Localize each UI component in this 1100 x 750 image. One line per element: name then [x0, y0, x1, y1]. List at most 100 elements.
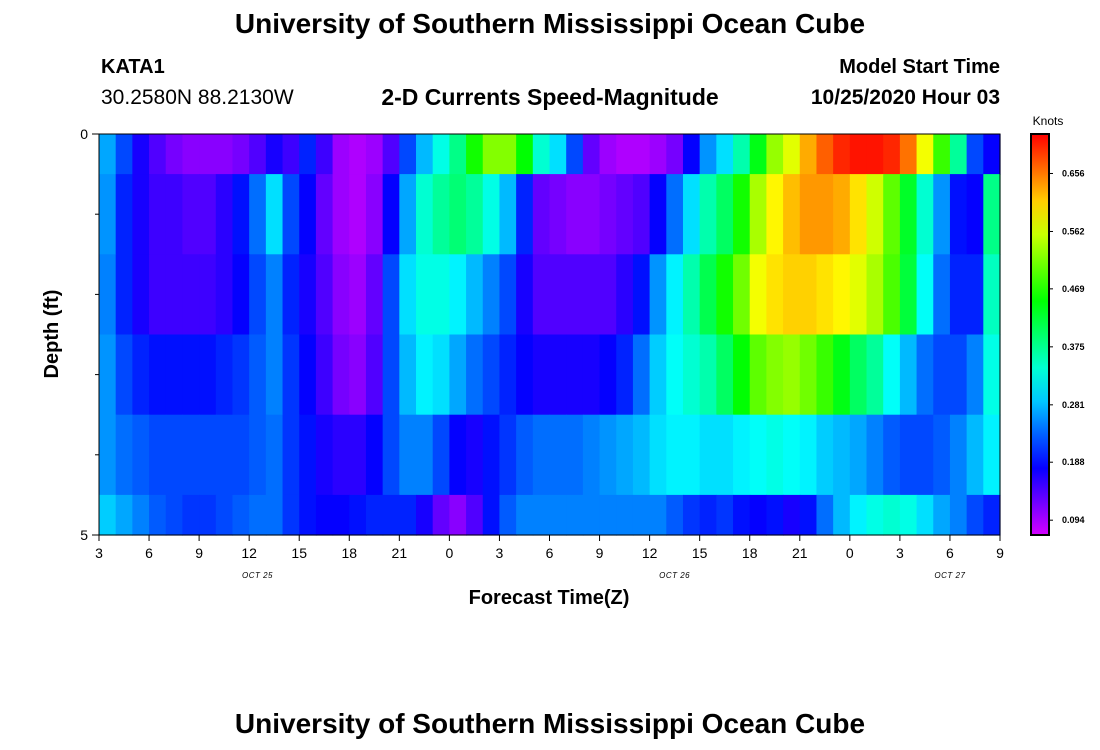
heatmap-cell	[816, 174, 834, 255]
heatmap-cell	[349, 174, 367, 255]
heatmap-cell	[399, 174, 417, 255]
heatmap-cell	[499, 134, 517, 175]
heatmap-cell	[733, 334, 751, 416]
heatmap-cell	[549, 334, 567, 416]
heatmap-cell	[833, 134, 851, 175]
heatmap-cell	[566, 134, 584, 175]
heatmap-cell	[232, 134, 250, 175]
heatmap-cell	[983, 254, 1001, 336]
page-title: University of Southern Mississippi Ocean…	[234, 8, 866, 39]
heatmap-cell	[532, 254, 551, 336]
heatmap-cell	[532, 134, 551, 175]
x-tick-label: 9	[195, 545, 203, 561]
heatmap-cell	[799, 174, 818, 255]
heatmap-cell	[949, 134, 968, 175]
heatmap-cell	[182, 174, 200, 255]
heatmap-cell	[165, 494, 184, 536]
heatmap-cell	[416, 414, 434, 496]
heatmap-cell	[232, 174, 250, 255]
heatmap-cell	[799, 414, 818, 496]
heatmap-cell	[365, 254, 384, 336]
heatmap-cell	[299, 414, 317, 496]
heatmap-cell	[115, 494, 133, 536]
heatmap-cell	[766, 254, 784, 336]
heatmap-cell	[616, 414, 634, 496]
heatmap-cell	[849, 414, 868, 496]
heatmap-cell	[816, 254, 834, 336]
heatmap-cell	[315, 134, 334, 175]
x-date-label: OCT 25	[242, 571, 273, 580]
heatmap-cell	[649, 174, 667, 255]
heatmap-cell	[315, 254, 334, 336]
heatmap-cell	[466, 334, 484, 416]
heatmap-cell	[466, 134, 484, 175]
x-tick-label: 3	[496, 545, 504, 561]
x-tick-label: 15	[291, 545, 307, 561]
heatmap-cell	[499, 494, 517, 536]
heatmap-cell	[766, 414, 784, 496]
heatmap-cell	[449, 494, 467, 536]
heatmap-cell	[432, 414, 450, 496]
heatmap-cell	[215, 254, 234, 336]
heatmap-cell	[749, 134, 768, 175]
heatmap-cell	[115, 174, 133, 255]
heatmap-cell	[849, 334, 868, 416]
heatmap-cell	[733, 174, 751, 255]
heatmap-cell	[916, 494, 934, 536]
heatmap-cell	[916, 134, 934, 175]
heatmap-cell	[799, 494, 818, 536]
heatmap-cell	[449, 334, 467, 416]
heatmap-cell	[132, 414, 150, 496]
heatmap-cell	[899, 134, 918, 175]
heatmap-cell	[682, 494, 701, 536]
heatmap-cell	[265, 174, 284, 255]
x-tick-label: 6	[145, 545, 153, 561]
heatmap-cell	[849, 494, 868, 536]
heatmap-cell	[849, 254, 868, 336]
heatmap-cell	[449, 174, 467, 255]
heatmap-cell	[332, 414, 350, 496]
heatmap-cell	[149, 334, 167, 416]
heatmap-cell	[933, 134, 951, 175]
heatmap-cell	[182, 254, 200, 336]
heatmap-cell	[649, 254, 667, 336]
heatmap-cell	[716, 334, 734, 416]
heatmap-cell	[582, 494, 601, 536]
heatmap-cell	[899, 174, 918, 255]
heatmap-cell	[933, 334, 951, 416]
heatmap-cell	[949, 174, 968, 255]
heatmap-cell	[132, 254, 150, 336]
heatmap-cell	[282, 254, 300, 336]
heatmap-cell	[416, 334, 434, 416]
heatmap-cell	[816, 334, 834, 416]
heatmap-cell	[716, 494, 734, 536]
heatmap-cell	[916, 254, 934, 336]
heatmap-cell	[649, 414, 667, 496]
heatmap-cell	[699, 134, 717, 175]
heatmap-cell	[666, 494, 684, 536]
x-tick-label: 6	[546, 545, 554, 561]
heatmap-cell	[599, 254, 617, 336]
heatmap-cell	[99, 174, 117, 255]
heatmap-cell	[365, 494, 384, 536]
station-coordinates: 30.2580N 88.2130W	[101, 86, 294, 109]
heatmap-cell	[649, 334, 667, 416]
heatmap-cell	[349, 494, 367, 536]
heatmap-cell	[99, 134, 117, 175]
heatmap-cell	[532, 414, 551, 496]
heatmap-cell	[315, 414, 334, 496]
y-axis: 05	[80, 126, 99, 543]
heatmap-cell	[199, 494, 217, 536]
heatmap-cell	[132, 134, 150, 175]
heatmap-cell	[632, 134, 651, 175]
x-tick-label: 6	[946, 545, 954, 561]
heatmap-cell	[199, 334, 217, 416]
heatmap-cell	[349, 414, 367, 496]
heatmap-cell	[199, 254, 217, 336]
heatmap-cell	[382, 134, 400, 175]
heatmap-cell	[899, 334, 918, 416]
heatmap-cell	[783, 334, 801, 416]
heatmap-cell	[799, 134, 818, 175]
x-tick-label: 3	[95, 545, 103, 561]
heatmap-cell	[682, 334, 701, 416]
